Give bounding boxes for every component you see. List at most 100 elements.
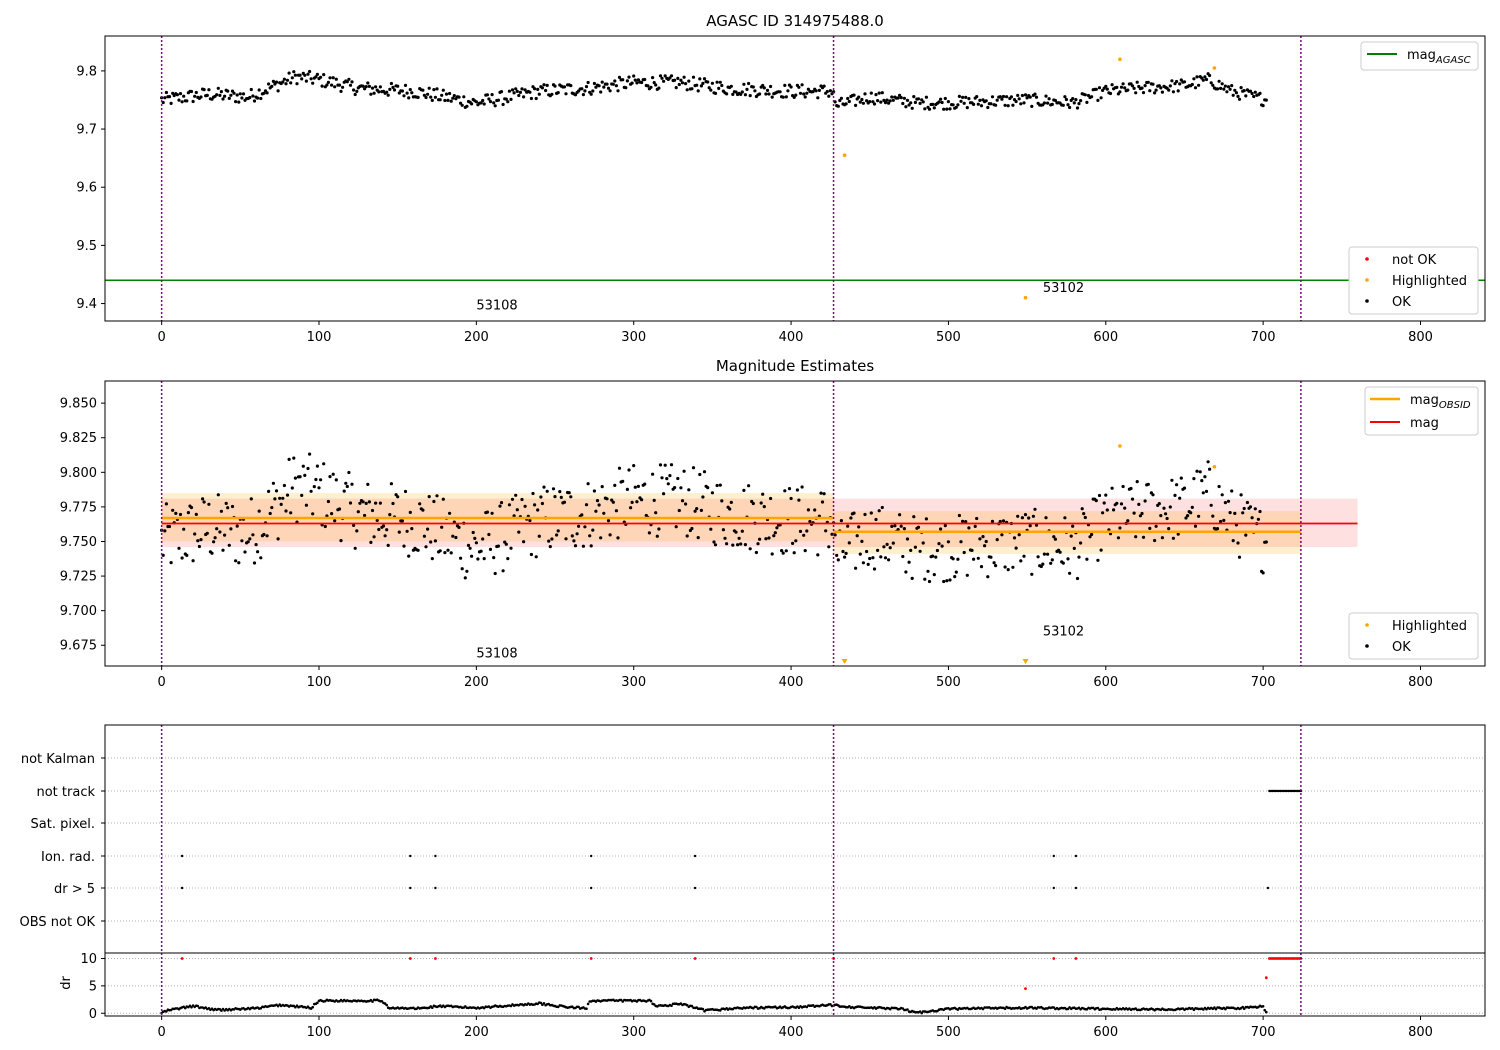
ok-point bbox=[1115, 501, 1119, 505]
ok-point bbox=[682, 469, 686, 473]
ok-point bbox=[990, 95, 995, 99]
ok-point bbox=[1085, 100, 1089, 104]
ok-point bbox=[257, 88, 261, 92]
ok-point bbox=[416, 548, 420, 552]
p4-xtick-label: 200 bbox=[464, 1025, 489, 1040]
ok-point bbox=[715, 80, 719, 84]
ok-point bbox=[470, 554, 474, 558]
ok-point bbox=[1011, 103, 1015, 107]
ok-point bbox=[315, 72, 319, 76]
ok-point bbox=[581, 544, 586, 548]
dr-not-ok-point bbox=[1024, 987, 1027, 990]
ok-point bbox=[1083, 93, 1087, 97]
dr-point bbox=[906, 1008, 909, 1011]
ok-point bbox=[385, 90, 389, 94]
ok-point bbox=[555, 533, 559, 537]
ok-point bbox=[1220, 82, 1224, 86]
ok-point bbox=[1020, 516, 1024, 520]
ok-point bbox=[685, 88, 689, 92]
ok-point bbox=[226, 89, 230, 93]
ok-point bbox=[237, 100, 241, 104]
ok-point bbox=[838, 98, 842, 103]
ok-point bbox=[325, 83, 329, 87]
ok-point bbox=[311, 512, 315, 516]
ok-point bbox=[931, 554, 935, 558]
ok-point bbox=[465, 104, 469, 108]
ok-point bbox=[285, 493, 290, 497]
ok-point bbox=[1079, 99, 1083, 103]
ok-point bbox=[899, 96, 903, 100]
ok-point bbox=[710, 491, 715, 495]
panel4-ylabel: dr bbox=[59, 976, 74, 990]
ok-point bbox=[758, 537, 762, 541]
ok-point bbox=[1154, 88, 1158, 92]
ok-point bbox=[715, 483, 719, 488]
ok-point bbox=[290, 76, 294, 80]
ok-point bbox=[1126, 88, 1130, 92]
ok-point bbox=[584, 85, 589, 89]
ok-point bbox=[215, 93, 219, 97]
ok-point bbox=[723, 536, 727, 540]
ok-point bbox=[1140, 511, 1144, 516]
ok-point bbox=[487, 97, 491, 101]
ok-point bbox=[271, 481, 275, 485]
ok-point bbox=[539, 495, 543, 499]
flag-point bbox=[180, 886, 184, 890]
ok-point bbox=[754, 550, 759, 555]
ok-point bbox=[1184, 516, 1188, 520]
ok-point bbox=[400, 519, 404, 523]
ok-point bbox=[635, 81, 639, 85]
ok-point bbox=[912, 515, 916, 519]
ok-point bbox=[268, 511, 272, 516]
ok-point bbox=[1063, 516, 1067, 520]
ok-point bbox=[652, 81, 656, 85]
ok-point bbox=[1159, 86, 1163, 90]
ok-point bbox=[1053, 537, 1057, 541]
p2-xtick-label: 600 bbox=[1093, 675, 1118, 690]
ok-point bbox=[1135, 80, 1139, 84]
ok-point bbox=[995, 538, 999, 542]
ok-point bbox=[372, 535, 376, 539]
ok-point bbox=[512, 514, 516, 518]
ok-point bbox=[301, 464, 305, 468]
p2-ytick-label: 9.775 bbox=[60, 500, 97, 515]
ok-point bbox=[240, 96, 244, 100]
ok-point bbox=[865, 99, 869, 103]
ok-point bbox=[684, 502, 688, 506]
ok-point bbox=[822, 84, 826, 88]
ok-point bbox=[392, 88, 397, 92]
ok-point bbox=[858, 100, 862, 104]
ok-point bbox=[640, 498, 644, 502]
ok-point bbox=[185, 99, 189, 103]
ok-point bbox=[863, 512, 867, 517]
ok-point bbox=[507, 503, 511, 507]
ok-point bbox=[364, 501, 368, 505]
ok-point bbox=[588, 534, 592, 538]
ok-point bbox=[614, 84, 619, 88]
ok-point bbox=[1034, 523, 1039, 527]
ok-point bbox=[440, 93, 444, 97]
ok-point bbox=[251, 94, 255, 98]
ok-point bbox=[904, 570, 908, 574]
ok-point bbox=[452, 94, 456, 98]
dr-point bbox=[577, 1005, 580, 1009]
ok-point bbox=[223, 94, 227, 98]
flag-point bbox=[434, 886, 437, 890]
ok-point bbox=[334, 77, 338, 81]
ok-point bbox=[550, 537, 554, 541]
ok-point bbox=[907, 560, 911, 564]
ok-point bbox=[229, 527, 233, 531]
ok-point bbox=[389, 81, 393, 86]
ok-point bbox=[800, 83, 804, 87]
ok-point bbox=[1090, 95, 1094, 99]
ok-point bbox=[496, 98, 500, 102]
ok-point bbox=[542, 83, 546, 87]
ok-point bbox=[942, 107, 946, 111]
dr-point bbox=[165, 1010, 168, 1013]
ok-point bbox=[1178, 496, 1182, 500]
ok-point bbox=[1217, 484, 1221, 489]
ok-point bbox=[1011, 565, 1015, 569]
ok-point bbox=[385, 528, 389, 532]
ok-point bbox=[567, 491, 571, 495]
ok-point bbox=[1096, 98, 1100, 102]
